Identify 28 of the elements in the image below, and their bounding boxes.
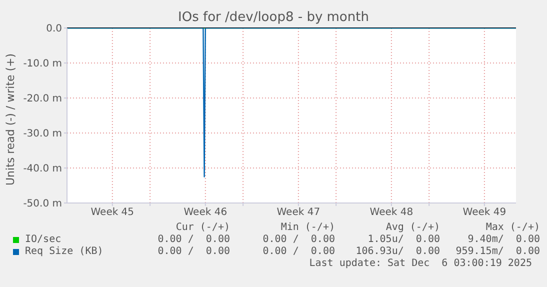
x-tick-label: Week 46	[184, 207, 228, 218]
y-tick-label: -10.0 m	[23, 58, 62, 70]
text: Last update: Sat Dec 6 03:00:19 2025	[309, 258, 532, 270]
x-tick-label: Week 47	[276, 207, 320, 218]
text: Min (-/+)	[280, 222, 335, 234]
y-tick-label: -30.0 m	[23, 128, 62, 140]
text: Cur (-/+)	[176, 222, 230, 234]
text: 9.40m/ 0.00	[468, 234, 540, 246]
y-axis-title: Units read (-) / write (+)	[4, 53, 17, 186]
legend-label: IO/sec	[25, 234, 62, 246]
y-tick-label: 0.0	[46, 24, 62, 35]
text: 0.00 / 0.00	[158, 234, 230, 246]
legend-label: Req Size (KB)	[25, 246, 104, 258]
y-tick-label: -50.0 m	[23, 198, 62, 210]
text: 0.00 / 0.00	[262, 234, 335, 246]
chart-title: IOs for /dev/loop8 - by month	[177, 10, 370, 25]
text: 0.00 / 0.00	[262, 246, 335, 258]
y-tick-label: -20.0 m	[23, 94, 62, 105]
x-tick-label: Week 49	[462, 207, 506, 218]
text: 1.05u/ 0.00	[368, 234, 440, 246]
x-tick-label: Week 45	[90, 207, 134, 218]
text: 106.93u/ 0.00	[356, 246, 440, 258]
text: 959.15m/ 0.00	[456, 246, 540, 258]
text: Max (-/+)	[486, 222, 540, 234]
y-tick-label: -40.0 m	[23, 164, 62, 175]
text: 0.00 / 0.00	[158, 246, 230, 258]
text: Avg (-/+)	[386, 222, 440, 234]
x-tick-label: Week 48	[370, 207, 414, 218]
